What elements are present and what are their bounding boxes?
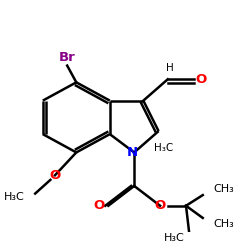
Text: H₃C: H₃C	[154, 143, 173, 153]
Text: O: O	[49, 169, 60, 182]
Text: H₃C: H₃C	[4, 192, 24, 202]
Text: H: H	[166, 63, 174, 73]
Text: O: O	[196, 73, 207, 86]
Text: CH₃: CH₃	[214, 184, 234, 194]
Text: O: O	[94, 199, 105, 212]
Text: N: N	[127, 146, 138, 159]
Text: O: O	[154, 199, 166, 212]
Text: H₃C: H₃C	[164, 233, 184, 243]
Text: Br: Br	[59, 52, 76, 64]
Text: CH₃: CH₃	[214, 219, 234, 229]
